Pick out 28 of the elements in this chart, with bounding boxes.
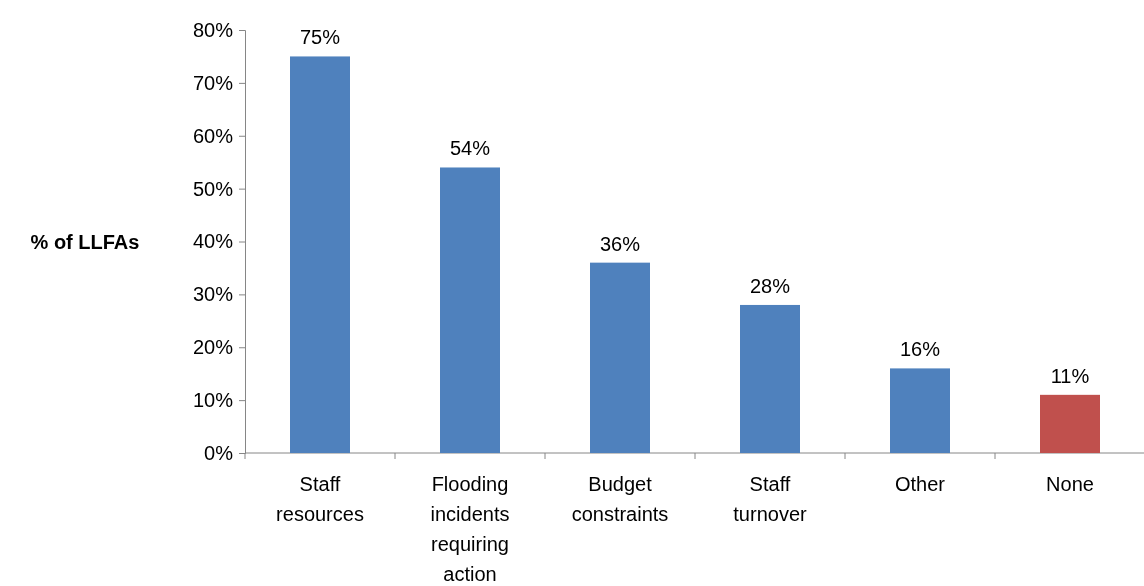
y-tick-label: 50% (192, 177, 234, 200)
bar (440, 167, 500, 453)
bar (290, 56, 350, 453)
data-label: 36% (599, 232, 641, 255)
data-label: 75% (299, 26, 341, 49)
data-label: 54% (449, 137, 491, 160)
y-tick-label: 40% (192, 230, 234, 253)
data-label: 11% (1050, 364, 1090, 387)
y-tick-label: 20% (192, 336, 234, 359)
data-label: 16% (899, 338, 941, 361)
y-tick-label: 70% (192, 71, 234, 94)
bar (740, 304, 800, 453)
x-tick-label: Staff turnover (733, 473, 808, 525)
x-tick-label: Flooding incidents requiring action (430, 473, 510, 585)
x-tick-label: Staff resources (276, 473, 364, 525)
bar (590, 262, 650, 453)
y-tick-label: 0% (204, 441, 234, 464)
y-tick-label: 80% (192, 18, 234, 41)
bar (890, 368, 950, 453)
y-tick-label: 60% (192, 124, 234, 147)
x-tick-label: None (1046, 473, 1094, 495)
bar (1040, 394, 1100, 453)
data-label: 28% (749, 274, 791, 297)
x-tick-label: Other (894, 473, 946, 495)
x-tick-label: Budget constraints (571, 473, 669, 525)
y-tick-label: 30% (192, 283, 234, 306)
y-axis-title: % of LLFAs (30, 230, 140, 253)
y-tick-label: 10% (192, 389, 234, 412)
